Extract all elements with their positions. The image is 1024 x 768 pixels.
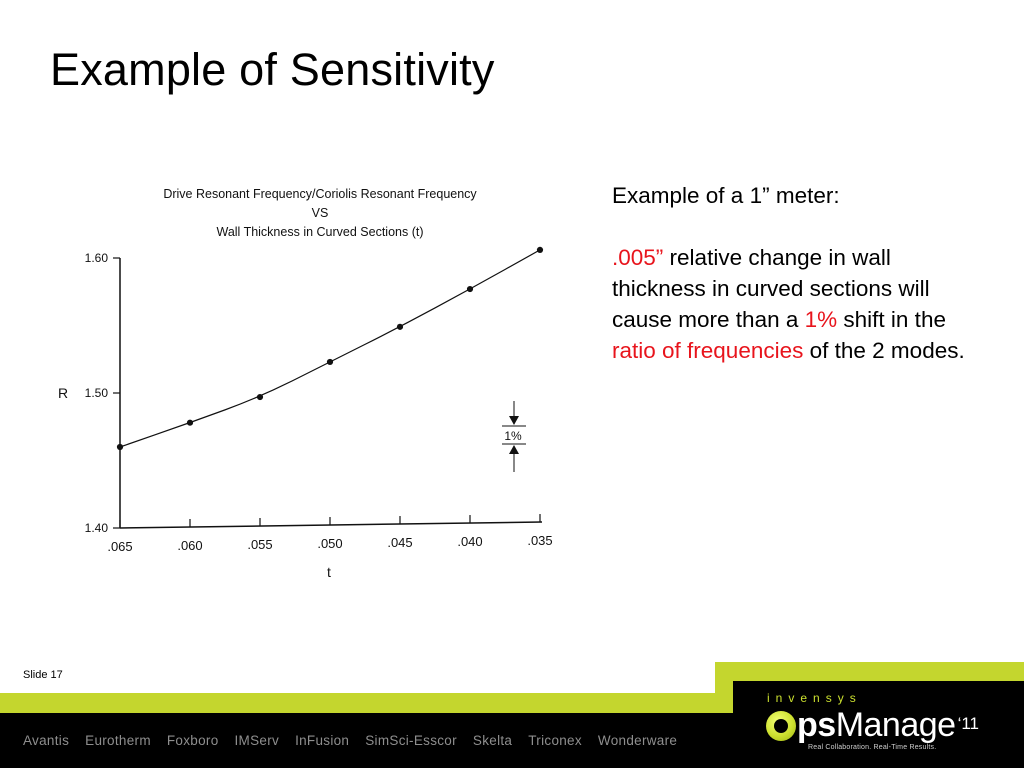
x-tick-label-0: .065: [107, 539, 132, 554]
explanation-body: .005” relative change in wall thickness …: [612, 242, 972, 366]
brand-imserv: IMServ: [234, 733, 280, 748]
brand-avantis: Avantis: [23, 733, 70, 748]
explanation-text: Example of a 1” meter: .005” relative ch…: [612, 180, 972, 366]
brand-simsci: SimSci-Esscor: [365, 733, 457, 748]
data-point-4: [396, 323, 404, 330]
opsmanage-tagline: Real Collaboration. Real-Time Results.: [808, 744, 937, 751]
invensys-logo-text: invensys: [767, 691, 862, 705]
ops-o-icon: [766, 711, 796, 741]
x-tick-label-5: .040: [457, 534, 482, 549]
x-axis-label: t: [327, 564, 331, 580]
y-axis-label: R: [58, 385, 68, 401]
footer-dark-shape: [0, 681, 1024, 768]
x-tick-label-1: .060: [177, 538, 202, 553]
y-tick-label-1: 1.50: [85, 386, 109, 400]
body-part-1: relative change in wall thickness in cur…: [612, 245, 930, 332]
x-tick-label-3: .050: [317, 536, 342, 551]
data-point-6: [536, 246, 544, 253]
footer-band: [0, 662, 1024, 768]
brand-foxboro: Foxboro: [166, 733, 219, 748]
data-points: [116, 246, 544, 451]
slide-number: Slide 17: [23, 669, 63, 681]
marker-label: 1%: [504, 429, 522, 443]
fit-curve: [119, 249, 541, 448]
x-axis: [119, 521, 543, 529]
marker-down-arrow: [509, 416, 519, 425]
explanation-heading: Example of a 1” meter:: [612, 183, 840, 208]
data-point-3: [326, 358, 334, 366]
x-ticks: .065 .060 .055 .050 .045 .040 .035: [107, 514, 553, 554]
brand-list: Avantis Eurotherm Foxboro IMServ InFusio…: [23, 733, 693, 748]
y-ticks: 1.40 1.50 1.60: [85, 251, 120, 535]
brand-wonderware: Wonderware: [597, 733, 678, 748]
data-point-5: [466, 285, 474, 293]
brand-infusion: InFusion: [295, 733, 350, 748]
ratio-phrase: ratio of frequencies: [612, 338, 804, 363]
brand-skelta: Skelta: [472, 733, 513, 748]
opsmanage-word: psManage: [797, 705, 956, 745]
brand-eurotherm: Eurotherm: [85, 733, 151, 748]
data-point-0: [116, 443, 124, 451]
y-tick-label-0: 1.40: [85, 521, 109, 535]
x-tick-label-6: .035: [527, 533, 552, 548]
sensitivity-chart: Drive Resonant Frequency/Coriolis Resona…: [50, 178, 570, 588]
chart-svg: Drive Resonant Frequency/Coriolis Resona…: [58, 187, 553, 580]
one-percent-marker: 1%: [502, 401, 526, 472]
x-tick-label-2: .055: [247, 537, 272, 552]
percent-value: 1%: [804, 307, 838, 332]
data-point-1: [186, 419, 194, 426]
body-part-2: shift in the: [837, 307, 946, 332]
opsmanage-year: ‘11: [957, 714, 979, 733]
chart-title-line-1: Drive Resonant Frequency/Coriolis Resona…: [163, 187, 477, 201]
paragraph-gap: [612, 211, 972, 242]
thickness-value: .005”: [612, 245, 664, 270]
brand-triconex: Triconex: [528, 733, 582, 748]
opsmanage-bold: ps: [797, 706, 836, 744]
chart-title-line-3: Wall Thickness in Curved Sections (t): [216, 225, 423, 239]
slide-title: Example of Sensitivity: [50, 44, 495, 95]
chart-title-line-2: VS: [312, 206, 329, 220]
data-point-2: [256, 393, 264, 401]
x-tick-label-4: .045: [387, 535, 412, 550]
opsmanage-rest: Manage: [835, 706, 956, 744]
opsmanage-logo: psManage ‘11: [766, 705, 979, 749]
y-tick-label-2: 1.60: [85, 251, 109, 265]
body-part-3: of the 2 modes.: [803, 338, 965, 363]
